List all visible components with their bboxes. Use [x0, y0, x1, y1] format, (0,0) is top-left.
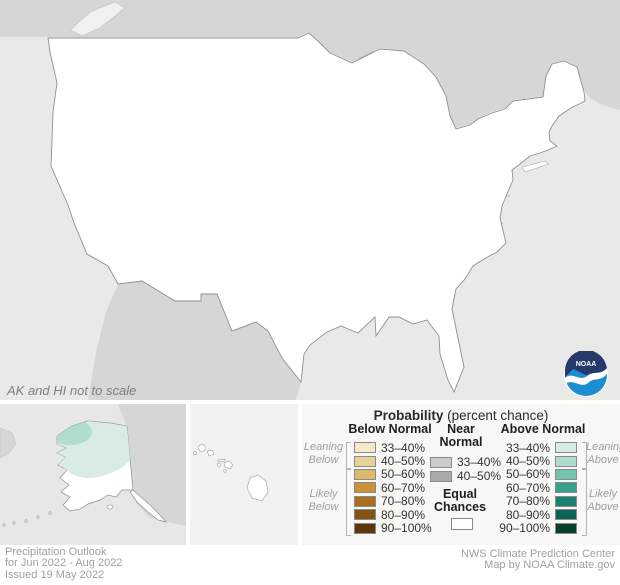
above-normal-rows: 33–40% 40–50% 50–60% 60–70% 70–80% 80–90… — [496, 441, 577, 535]
conus-map-canvas — [0, 0, 620, 400]
mexico-land — [88, 281, 301, 400]
noaa-seagull-icon — [565, 368, 607, 385]
legend-title-rest: (percent chance) — [443, 408, 549, 423]
island-lanai — [216, 462, 222, 468]
below-swatch-33-40 — [354, 442, 376, 454]
aleutian-islands — [2, 504, 114, 527]
legend-row: 70–80% — [496, 494, 577, 508]
footer-valid-period: for Jun 2022 - Aug 2022 — [5, 557, 123, 570]
near-swatch-33-40 — [430, 456, 452, 468]
legend-row: 33–40% — [354, 441, 432, 455]
russia-land — [0, 427, 17, 459]
below-swatch-80-90 — [354, 509, 376, 521]
below-swatch-50-60 — [354, 468, 376, 480]
legend-row: 60–70% — [354, 481, 432, 495]
long-island — [521, 160, 550, 173]
legend-row: 40–50% — [430, 469, 501, 483]
legend-row: 60–70% — [496, 481, 577, 495]
alaska-inset — [0, 404, 186, 545]
bracket-leaning-above — [582, 441, 587, 469]
legend-title: Probability (percent chance) — [302, 408, 620, 423]
near-normal-header: Near Normal — [439, 422, 483, 449]
bracket-likely-above — [582, 468, 587, 536]
noaa-logo-navy — [565, 351, 607, 377]
legend-row: 90–100% — [354, 521, 432, 535]
island-maui — [223, 460, 234, 470]
noaa-logo: NOAA — [564, 351, 608, 397]
island-hawaii — [246, 474, 269, 502]
footer: Precipitation Outlook for Jun 2022 - Aug… — [0, 545, 620, 585]
leaning-above-label: Leaning Above — [586, 441, 620, 467]
footer-right-credit: NWS Climate Prediction Center Map by NOA… — [460, 548, 615, 572]
below-swatch-90-100 — [354, 522, 376, 534]
hawaii-inset — [190, 404, 298, 545]
hawaii-background — [190, 404, 298, 545]
above-swatch-60-70 — [555, 482, 577, 494]
above-swatch-40-50 — [555, 455, 577, 467]
legend-row: 40–50% — [354, 454, 432, 468]
leaning-below-label: Leaning Below — [303, 441, 344, 467]
below-swatch-40-50 — [354, 455, 376, 467]
legend-row: 40–50% — [496, 454, 577, 468]
island-oahu — [206, 449, 215, 457]
likely-below-label: Likely Below — [308, 488, 339, 514]
island-molokai — [217, 458, 226, 463]
below-normal-header: Below Normal — [348, 422, 432, 436]
bracket-leaning-below — [346, 441, 351, 469]
legend-row: 33–40% — [430, 455, 501, 469]
above-swatch-90-100 — [555, 522, 577, 534]
above-swatch-70-80 — [555, 495, 577, 507]
footer-left-credit: Precipitation Outlook for Jun 2022 - Aug… — [5, 546, 123, 581]
equal-chances-swatch — [451, 518, 473, 530]
below-swatch-70-80 — [354, 495, 376, 507]
legend-row: 50–60% — [354, 467, 432, 481]
footer-source: NWS Climate Prediction Center — [460, 548, 615, 560]
scale-note: AK and HI not to scale — [7, 383, 137, 398]
vancouver-island — [69, 1, 126, 37]
equal-chances-label: Equal Chances — [433, 487, 487, 514]
below-normal-rows: 33–40% 40–50% 50–60% 60–70% 70–80% 80–90… — [354, 441, 432, 535]
above-swatch-80-90 — [555, 509, 577, 521]
legend-row: 33–40% — [496, 441, 577, 455]
canada-land — [0, 0, 620, 128]
legend-row: 80–90% — [354, 508, 432, 522]
likely-above-label: Likely Above — [587, 488, 619, 514]
legend-row: 50–60% — [496, 467, 577, 481]
island-kahoolawe — [223, 469, 227, 473]
near-swatch-40-50 — [430, 470, 452, 482]
legend-row: 90–100% — [496, 521, 577, 535]
island-kauai — [198, 444, 206, 452]
footer-product-title: Precipitation Outlook — [5, 546, 107, 558]
island-niihau — [193, 451, 197, 455]
footer-map-credit: Map by NOAA Climate.gov — [484, 559, 615, 572]
near-normal-rows: 33–40% 40–50% — [430, 455, 501, 483]
noaa-logo-text: NOAA — [576, 361, 597, 368]
above-swatch-33-40 — [555, 442, 577, 454]
probability-legend: Probability (percent chance) Below Norma… — [302, 404, 620, 545]
above-normal-header: Above Normal — [500, 422, 586, 436]
legend-row: 80–90% — [496, 508, 577, 522]
legend-row: 70–80% — [354, 494, 432, 508]
below-swatch-60-70 — [354, 482, 376, 494]
above-swatch-50-60 — [555, 468, 577, 480]
legend-title-bold: Probability — [373, 408, 444, 423]
footer-issued-date: Issued 19 May 2022 — [5, 568, 105, 581]
hawaii-islands — [193, 444, 269, 502]
bracket-likely-below — [346, 468, 351, 536]
alaska-panhandle — [129, 489, 167, 523]
